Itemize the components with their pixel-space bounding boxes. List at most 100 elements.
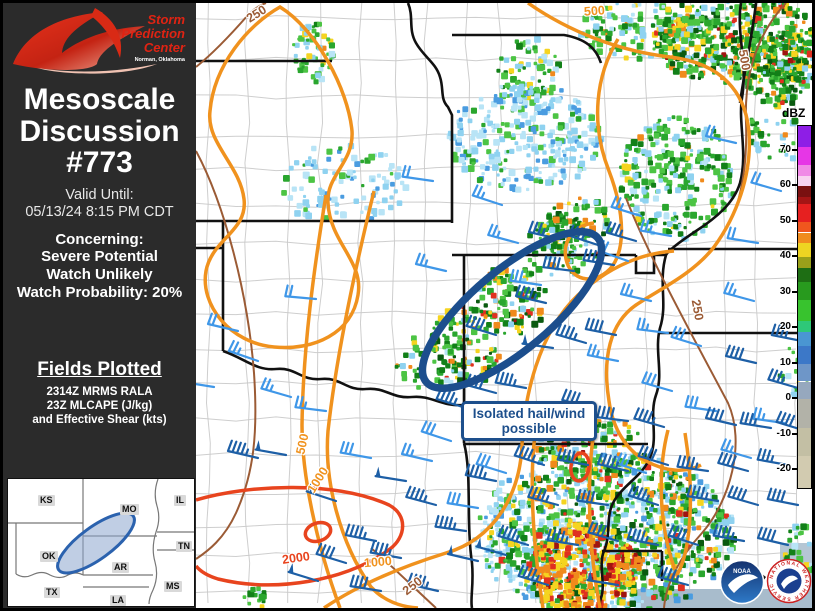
- colorbar-segment: [798, 363, 811, 382]
- inset-state-label-ms: MS: [164, 581, 182, 592]
- colorbar-tick-label: -10: [776, 427, 791, 439]
- colorbar-segment: [798, 282, 811, 300]
- wind-barb: [619, 282, 653, 303]
- inset-state-label-il: IL: [174, 495, 186, 506]
- title-line: Discussion: [19, 114, 180, 148]
- valid-value: 05/13/24 8:15 PM CDT: [25, 203, 174, 220]
- wind-barb: [406, 572, 440, 593]
- colorbar-tick-label: 10: [779, 356, 791, 368]
- title-line: Mesoscale: [23, 83, 176, 116]
- wind-barb: [400, 442, 434, 463]
- colorbar-segment: [798, 221, 811, 233]
- wind-barb: [464, 463, 498, 483]
- wind-barb: [196, 370, 216, 389]
- wind-barb: [576, 488, 610, 507]
- colorbar-tick-label: -20: [776, 463, 791, 475]
- wind-barb: [527, 485, 560, 507]
- wind-barb: [514, 284, 548, 305]
- logo-line-2: Prediction: [121, 26, 185, 41]
- fields-line: 23Z MLCAPE (J/kg): [46, 400, 153, 413]
- wind-barb: [344, 523, 378, 543]
- colorbar-tick: [792, 326, 797, 329]
- radar-layer: [242, 3, 812, 608]
- wind-barb: [254, 440, 288, 457]
- wind-barb: [586, 343, 620, 363]
- wind-barb: [752, 406, 786, 425]
- wind-barb: [420, 420, 453, 443]
- wind-barb: [704, 406, 738, 427]
- colorbar-segment: [798, 204, 811, 222]
- wind-barb: [596, 452, 630, 473]
- logo-line-1: Storm: [147, 12, 185, 27]
- wind-barb: [513, 444, 546, 467]
- colorbar-segment: [798, 243, 811, 258]
- radar-map: NOAA NATIONAL WEATHER SERVICE 2505005005…: [196, 3, 812, 608]
- colorbar-segment: [798, 197, 811, 205]
- fields-line: 2314Z MRMS RALA: [46, 386, 153, 399]
- wind-barb: [712, 523, 746, 543]
- wind-barb: [555, 323, 588, 345]
- wind-barb: [750, 171, 783, 193]
- annotation-line: possible: [501, 421, 557, 437]
- wind-barb: [626, 527, 660, 547]
- wind-barb: [401, 164, 435, 183]
- wind-barb: [475, 537, 508, 557]
- wind-barb: [724, 344, 758, 365]
- wind-barb: [720, 438, 753, 460]
- wind-barb: [723, 281, 756, 303]
- wind-barb: [596, 405, 630, 423]
- colorbar-title: dBZ: [782, 106, 806, 120]
- wind-barb: [641, 371, 674, 393]
- colorbar-segment: [798, 257, 811, 268]
- cape-contours: [203, 3, 752, 608]
- wind-barb: [414, 252, 448, 273]
- colorbar-tick: [792, 361, 797, 364]
- wind-barb: [517, 564, 550, 587]
- colorbar-tick-label: 50: [779, 214, 791, 226]
- inset-state-label-la: LA: [110, 595, 126, 606]
- colorbar-tick-label: 30: [779, 285, 791, 297]
- inset-state-label-ar: AR: [112, 562, 129, 573]
- noaa-bird-icon: [728, 574, 758, 593]
- wind-barb: [756, 447, 790, 467]
- colorbar-tick-label: 0: [785, 392, 791, 404]
- colorbar-tick: [792, 219, 797, 222]
- colorbar-tick: [792, 468, 797, 471]
- concerning-line: Watch Unlikely: [46, 266, 153, 284]
- wind-barb: [287, 562, 320, 583]
- concerning-line: Watch Probability: 20%: [16, 283, 183, 301]
- wind-barb: [349, 574, 383, 593]
- wind-barb: [775, 410, 808, 433]
- concerning-label: Concerning:: [55, 230, 144, 248]
- concerning-block: Concerning: Severe Potential Watch Unlik…: [3, 231, 196, 302]
- wind-barb: [494, 370, 528, 390]
- colorbar-segment: [798, 346, 811, 364]
- wind-barb: [657, 565, 690, 587]
- colorbar-segment: [798, 186, 811, 197]
- wind-barb: [726, 226, 760, 245]
- colorbar-segment: [798, 126, 811, 148]
- colorbar-tick: [792, 148, 797, 151]
- colorbar-segment: [798, 165, 811, 176]
- fields-line: and Effective Shear (kts): [32, 414, 167, 427]
- wind-barb: [487, 223, 520, 245]
- wind-barb: [471, 184, 504, 207]
- wind-barb: [315, 542, 348, 565]
- inset-mcd-area-ellipse: [56, 511, 136, 575]
- wind-barb: [587, 521, 620, 543]
- wind-barb: [339, 440, 373, 460]
- contour-label: 500: [583, 3, 606, 19]
- wind-barb: [546, 528, 580, 547]
- concerning-line: Severe Potential: [41, 248, 158, 266]
- noaa-logo: NOAA: [719, 559, 765, 605]
- location-inset-map: KS MO IL OK TN AR MS TX LA: [7, 478, 195, 607]
- colorbar-tick: [792, 255, 797, 258]
- wind-barb: [475, 452, 508, 475]
- wind-barb: [206, 312, 240, 333]
- colorbar-segment: [798, 381, 811, 400]
- logo-subtitle: Norman, Oklahoma: [134, 57, 185, 63]
- wind-barb: [704, 124, 738, 145]
- colorbar-segment: [798, 331, 811, 346]
- inset-state-label-tn: TN: [176, 541, 192, 552]
